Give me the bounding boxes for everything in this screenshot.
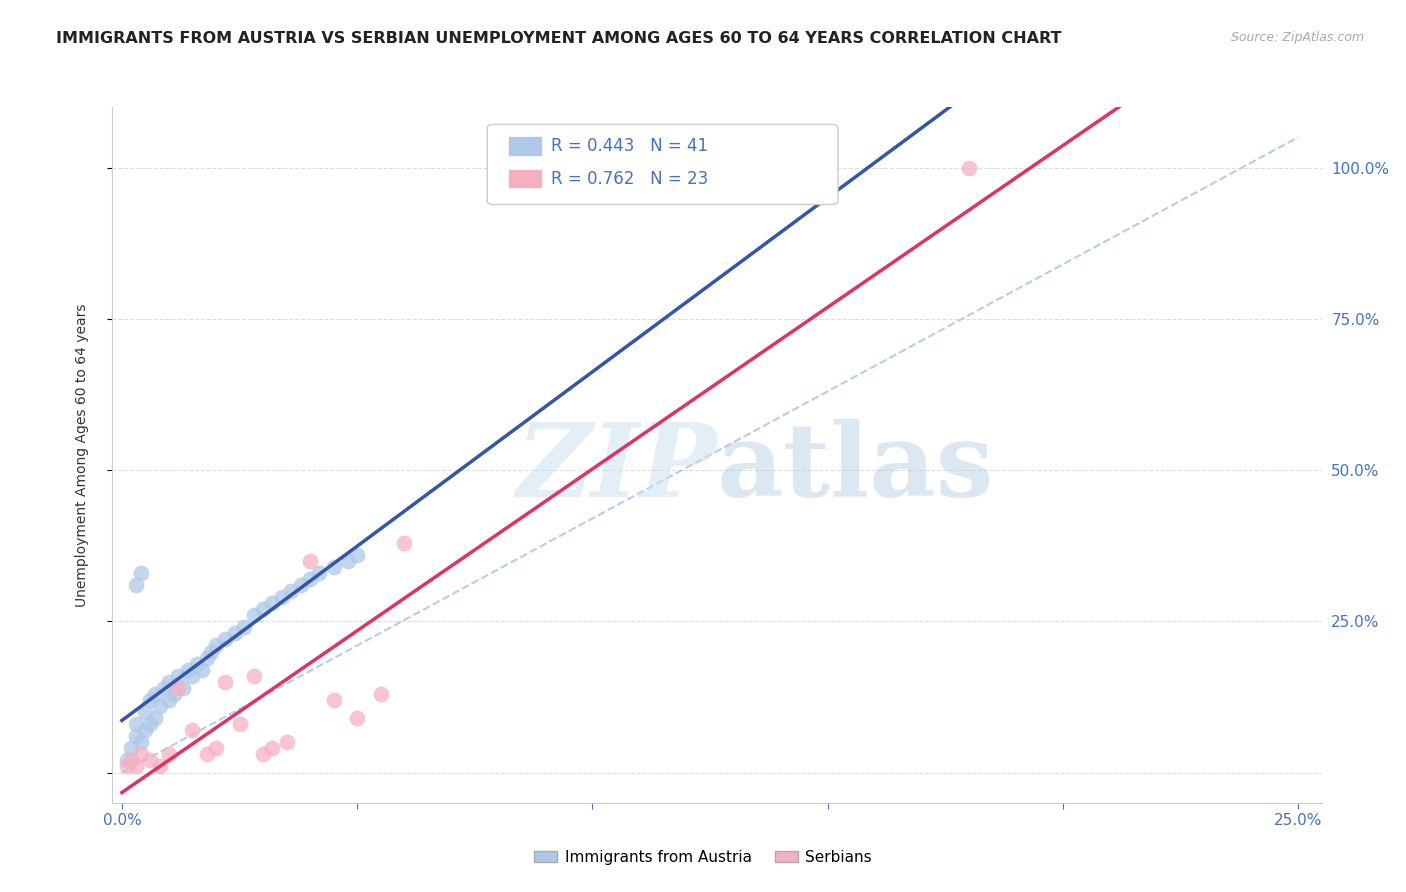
Point	[143, 687, 166, 701]
Point	[134, 723, 156, 738]
Point	[157, 693, 180, 707]
Y-axis label: Unemployment Among Ages 60 to 64 years: Unemployment Among Ages 60 to 64 years	[75, 303, 89, 607]
Point	[214, 632, 236, 647]
Point	[163, 687, 186, 701]
Point	[214, 674, 236, 689]
Text: atlas: atlas	[717, 419, 994, 518]
Point	[129, 735, 152, 749]
Point	[167, 681, 190, 695]
Point	[252, 747, 274, 762]
Point	[177, 663, 200, 677]
Point	[224, 626, 246, 640]
Point	[308, 566, 330, 580]
Point	[181, 723, 204, 738]
Legend: Immigrants from Austria, Serbians: Immigrants from Austria, Serbians	[529, 844, 877, 871]
Point	[205, 741, 228, 756]
Point	[115, 754, 138, 768]
Point	[252, 602, 274, 616]
Point	[125, 729, 148, 743]
Point	[280, 584, 302, 599]
Point	[233, 620, 256, 634]
Point	[172, 681, 194, 695]
Point	[186, 657, 208, 671]
Point	[125, 759, 148, 773]
Point	[228, 717, 250, 731]
Point	[129, 747, 152, 762]
Point	[262, 741, 284, 756]
Point	[143, 711, 166, 725]
Text: R = 0.762   N = 23: R = 0.762 N = 23	[551, 169, 709, 187]
Point	[120, 754, 142, 768]
Point	[299, 572, 322, 586]
Point	[125, 717, 148, 731]
Text: IMMIGRANTS FROM AUSTRIA VS SERBIAN UNEMPLOYMENT AMONG AGES 60 TO 64 YEARS CORREL: IMMIGRANTS FROM AUSTRIA VS SERBIAN UNEMP…	[56, 31, 1062, 46]
Point	[276, 735, 298, 749]
Point	[181, 669, 204, 683]
Bar	[508, 136, 541, 156]
Point	[139, 693, 162, 707]
Point	[957, 161, 980, 175]
Point	[134, 705, 156, 719]
Point	[346, 548, 368, 562]
Point	[191, 663, 214, 677]
Point	[148, 759, 170, 773]
Point	[129, 566, 152, 580]
Point	[299, 554, 322, 568]
Point	[120, 741, 142, 756]
Point	[167, 669, 190, 683]
Point	[370, 687, 392, 701]
Point	[346, 711, 368, 725]
Point	[200, 644, 222, 658]
Point	[205, 639, 228, 653]
FancyBboxPatch shape	[488, 124, 838, 204]
Point	[290, 578, 312, 592]
Point	[139, 717, 162, 731]
Point	[195, 650, 218, 665]
Point	[157, 674, 180, 689]
Point	[336, 554, 359, 568]
Text: R = 0.443   N = 41: R = 0.443 N = 41	[551, 137, 709, 155]
Text: Source: ZipAtlas.com: Source: ZipAtlas.com	[1230, 31, 1364, 45]
Point	[148, 698, 170, 713]
Bar	[508, 169, 541, 188]
Point	[392, 535, 415, 549]
Point	[157, 747, 180, 762]
Point	[270, 590, 292, 604]
Point	[195, 747, 218, 762]
Point	[115, 759, 138, 773]
Point	[322, 693, 344, 707]
Point	[242, 608, 264, 623]
Point	[125, 578, 148, 592]
Point	[322, 559, 344, 574]
Point	[262, 596, 284, 610]
Text: ZIP: ZIP	[516, 419, 717, 518]
Point	[153, 681, 176, 695]
Point	[242, 669, 264, 683]
Point	[139, 754, 162, 768]
